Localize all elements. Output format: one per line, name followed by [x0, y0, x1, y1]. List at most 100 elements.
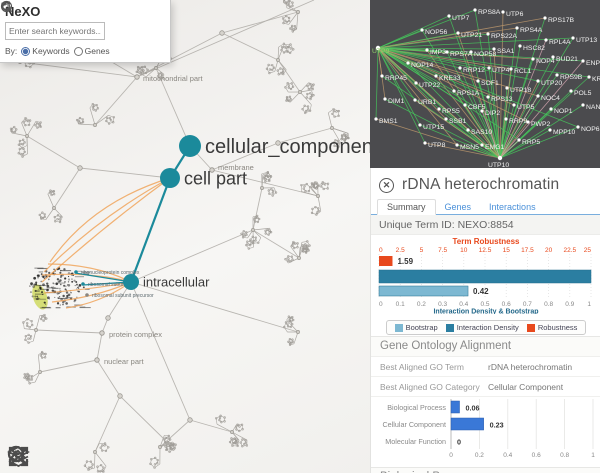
svg-text:RRP9: RRP9	[509, 118, 527, 125]
svg-text:NOP14: NOP14	[411, 62, 434, 69]
svg-text:2.5: 2.5	[396, 247, 405, 254]
svg-text:0.8: 0.8	[560, 452, 569, 459]
interaction-network-panel: UTP9 UTP7 RPS8A UTP6 RPS17B NOP56 UTP21 RPS22A R…	[370, 0, 600, 169]
genes-radio[interactable]	[73, 46, 83, 56]
svg-text:RPL4A: RPL4A	[549, 39, 571, 46]
svg-text:Term Robustness: Term Robustness	[453, 237, 521, 246]
svg-text:SAS10: SAS10	[471, 129, 492, 136]
svg-text:0.6: 0.6	[502, 301, 511, 308]
go-alignment-chart: 0 0.2 0.4 0.6 0.8 1 Biological Process 0.06 Cell…	[382, 399, 595, 459]
chevron-down-icon[interactable]	[0, 0, 8, 8]
term-details-panel: ✕ rDNA heterochromatin Summary Genes Int…	[370, 168, 600, 473]
svg-text:UTP4: UTP4	[492, 67, 510, 74]
svg-text:UTP21: UTP21	[461, 32, 482, 39]
svg-text:UTP8: UTP8	[428, 142, 446, 149]
details-header: ✕ rDNA heterochromatin	[371, 168, 600, 197]
svg-text:RPS7A: RPS7A	[450, 51, 473, 58]
svg-text:Molecular Function: Molecular Function	[385, 437, 446, 446]
svg-text:RPS13: RPS13	[491, 96, 513, 103]
radio-genes[interactable]: Genes	[73, 46, 110, 56]
svg-text:NOP4: NOP4	[536, 58, 555, 65]
svg-text:protein complex: protein complex	[109, 330, 162, 339]
svg-text:20: 20	[545, 247, 553, 254]
svg-text:UTP13: UTP13	[576, 37, 597, 44]
svg-text:0: 0	[379, 301, 383, 308]
svg-text:1: 1	[591, 452, 595, 459]
search-mode-row: By: Keywords Genes	[5, 46, 165, 56]
svg-text:BMS1: BMS1	[379, 118, 398, 125]
svg-text:0.1: 0.1	[396, 301, 405, 308]
svg-text:RPS9B: RPS9B	[560, 74, 583, 81]
svg-text:mitochondrial part: mitochondrial part	[143, 74, 204, 83]
search-panel: NeXO ? By: Keywords Genes	[0, 0, 171, 63]
svg-text:UTP9: UTP9	[372, 48, 390, 55]
svg-text:HSC82: HSC82	[523, 45, 545, 52]
svg-text:1.59: 1.59	[397, 257, 413, 266]
collapse-button[interactable]	[10, 444, 136, 469]
svg-text:25: 25	[584, 247, 592, 254]
svg-text:KRR1: KRR1	[592, 76, 600, 83]
search-input[interactable]	[5, 22, 105, 40]
svg-text:cell part: cell part	[184, 168, 247, 188]
svg-text:0.06: 0.06	[466, 404, 480, 413]
interaction-density-swatch	[445, 323, 454, 332]
svg-text:0.5: 0.5	[480, 301, 489, 308]
svg-text:UTP5: UTP5	[517, 104, 535, 111]
svg-text:0.2: 0.2	[475, 452, 484, 459]
svg-text:intracellular: intracellular	[143, 275, 210, 290]
help-icon[interactable]: ?	[0, 0, 13, 13]
go-alignment-header: Gene Ontology Alignment	[371, 336, 600, 357]
svg-text:SOF1: SOF1	[481, 80, 499, 87]
svg-text:SSA1: SSA1	[497, 48, 515, 55]
term-title: rDNA heterochromatin	[402, 176, 560, 193]
layers-button[interactable]	[7, 444, 171, 469]
svg-text:0.42: 0.42	[473, 287, 489, 296]
tab-genes[interactable]: Genes	[444, 202, 472, 212]
svg-text:BUD21: BUD21	[556, 56, 578, 63]
graph-toolbar	[6, 444, 171, 469]
bootstrap-swatch	[394, 323, 403, 332]
svg-text:RPS8A: RPS8A	[478, 9, 501, 16]
by-label: By:	[5, 46, 18, 56]
svg-text:RPS5: RPS5	[442, 108, 460, 115]
svg-text:5: 5	[420, 247, 424, 254]
svg-text:NOP58: NOP58	[474, 51, 497, 58]
go-term-row: Best Aligned GO Term rDNA heterochromati…	[371, 357, 600, 377]
svg-text:0.8: 0.8	[544, 301, 553, 308]
svg-text:EMG1: EMG1	[485, 144, 504, 151]
ontology-view: ribonucleoprotein complex ribosomal subun…	[0, 0, 370, 473]
svg-text:RPS22A: RPS22A	[491, 33, 518, 40]
svg-text:MSN5: MSN5	[460, 144, 479, 151]
svg-text:7.5: 7.5	[438, 247, 447, 254]
svg-text:15: 15	[503, 247, 511, 254]
tab-interactions[interactable]: Interactions	[489, 202, 536, 212]
ontology-graph[interactable]: ribonucleoprotein complex ribosomal subun…	[0, 0, 370, 473]
app-title: NeXO	[5, 4, 41, 19]
svg-text:0.4: 0.4	[503, 452, 512, 459]
svg-text:RRP5: RRP5	[522, 139, 540, 146]
svg-text:UTP22: UTP22	[419, 82, 440, 89]
svg-text:POL5: POL5	[574, 90, 592, 97]
close-icon[interactable]: ✕	[379, 177, 394, 193]
svg-text:10: 10	[460, 247, 468, 254]
tab-summary[interactable]: Summary	[377, 199, 436, 215]
svg-text:0.3: 0.3	[438, 301, 447, 308]
fit-to-screen-button[interactable]	[8, 444, 101, 469]
svg-text:IMP3: IMP3	[430, 49, 446, 56]
keywords-radio[interactable]	[21, 46, 31, 56]
svg-text:UTP15: UTP15	[423, 124, 444, 131]
svg-text:1: 1	[587, 301, 591, 308]
svg-text:?: ?	[5, 4, 9, 11]
svg-text:UTP7: UTP7	[452, 15, 470, 22]
zoom-out-button[interactable]	[7, 444, 66, 469]
svg-text:0: 0	[449, 452, 453, 459]
svg-text:NOP1: NOP1	[554, 108, 573, 115]
svg-text:Biological Process: Biological Process	[387, 403, 446, 412]
svg-text:MPP10: MPP10	[553, 129, 576, 136]
svg-text:0.4: 0.4	[459, 301, 468, 308]
svg-text:SSB1: SSB1	[449, 118, 467, 125]
radio-keywords[interactable]: Keywords	[21, 46, 70, 56]
robustness-swatch	[526, 323, 535, 332]
